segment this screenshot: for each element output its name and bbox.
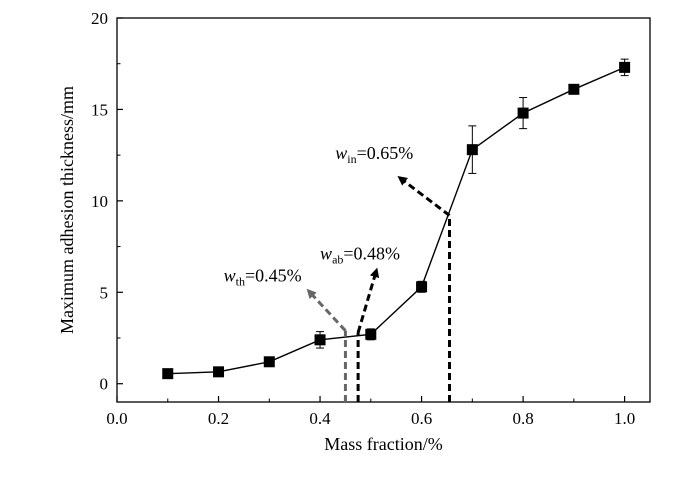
x-tick-label: 0.2: [208, 409, 229, 428]
data-point: [466, 144, 478, 156]
y-tick-label: 10: [91, 192, 108, 211]
series-line: [167, 66, 625, 375]
y-tick-label: 5: [100, 283, 109, 302]
x-tick-label: 1.0: [614, 409, 635, 428]
arrow-in: [397, 176, 451, 217]
y-axis-title: Maximum adhesion thickness/mm: [57, 86, 77, 334]
annotation-var: w: [224, 265, 236, 285]
data-point: [314, 334, 326, 346]
y-tick-label: 20: [91, 9, 108, 28]
data-point: [568, 83, 580, 95]
annotation-var: w: [335, 143, 347, 163]
arrow-ab: [356, 267, 380, 333]
x-tick-label: 0.8: [512, 409, 533, 428]
plot-frame: [116, 17, 651, 403]
annotation-var: w: [320, 243, 332, 263]
annotation-subscript: th: [236, 274, 245, 288]
data-point: [365, 328, 377, 340]
data-point: [263, 356, 275, 368]
annotation-value: =0.45%: [245, 265, 302, 285]
data-point: [162, 368, 174, 380]
arrow-th: [306, 288, 347, 332]
x-axis-title: Mass fraction/%: [324, 434, 442, 454]
x-tick-label: 0.6: [411, 409, 432, 428]
annotation-subscript: in: [347, 152, 356, 166]
annotation-ab: wab=0.48%: [320, 243, 400, 266]
x-tick-label: 0.4: [309, 409, 331, 428]
annotation-value: =0.48%: [343, 243, 400, 263]
annotation-subscript: ab: [332, 252, 343, 266]
data-point: [517, 107, 529, 119]
annotation-in: win=0.65%: [335, 143, 413, 166]
y-tick-label: 15: [91, 100, 108, 119]
annotation-th: wth=0.45%: [224, 265, 302, 288]
annotation-value: =0.65%: [357, 143, 414, 163]
data-point: [416, 281, 428, 293]
data-point: [619, 61, 631, 73]
x-tick-label: 0.0: [106, 409, 127, 428]
data-point: [213, 366, 225, 378]
y-tick-label: 0: [100, 375, 109, 394]
